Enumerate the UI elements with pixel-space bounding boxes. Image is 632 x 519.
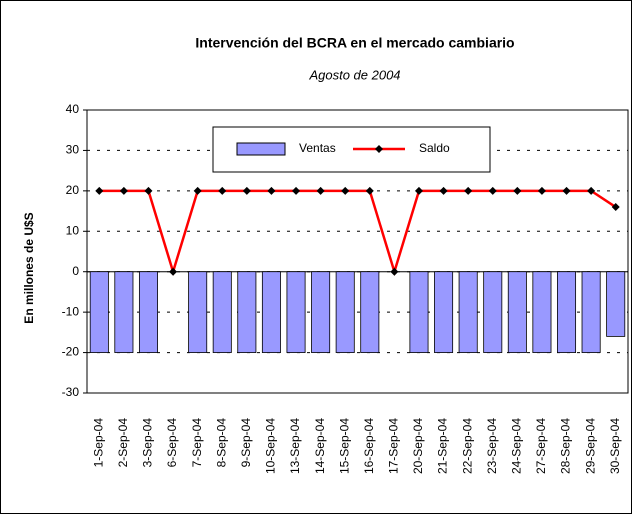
x-tick-label: 13-Sep-04 [288, 418, 302, 474]
marker [439, 186, 448, 195]
bar [507, 271, 527, 353]
x-tick-label: 30-Sep-04 [608, 418, 622, 474]
bar [532, 271, 552, 353]
y-tick-label: -10 [62, 304, 80, 318]
y-tick-label: 40 [66, 102, 80, 116]
bar [581, 271, 601, 353]
marker [292, 186, 301, 195]
y-tick-label: 30 [66, 143, 80, 157]
x-tick-label: 1-Sep-04 [91, 418, 105, 468]
y-tick-label: -30 [62, 385, 80, 399]
legend-label: Ventas [299, 141, 336, 155]
y-tick-label: -20 [62, 345, 80, 359]
x-tick-label: 3-Sep-04 [141, 418, 155, 468]
bar [409, 271, 429, 353]
x-tick-label: 17-Sep-04 [387, 418, 401, 474]
x-tick-label: 2-Sep-04 [116, 418, 130, 468]
marker [193, 186, 202, 195]
bar [261, 271, 281, 353]
bar [311, 271, 331, 353]
marker [464, 186, 473, 195]
x-tick-label: 7-Sep-04 [190, 418, 204, 468]
marker [218, 186, 227, 195]
legend-swatch [236, 142, 286, 156]
bar [335, 271, 355, 353]
marker [169, 267, 178, 276]
bar [212, 271, 232, 353]
chart-title: Intervención del BCRA en el mercado camb… [195, 35, 514, 51]
marker [341, 186, 350, 195]
bar [483, 271, 503, 353]
x-tick-label: 16-Sep-04 [362, 418, 376, 474]
bar [360, 271, 380, 353]
marker [537, 186, 546, 195]
x-tick-label: 28-Sep-04 [559, 418, 573, 474]
y-tick-label: 10 [66, 223, 80, 237]
x-tick-label: 27-Sep-04 [534, 418, 548, 474]
x-tick-label: 24-Sep-04 [510, 418, 524, 474]
marker [611, 203, 620, 212]
x-tick-label: 29-Sep-04 [583, 418, 597, 474]
y-axis-label: En millones de U$S [22, 212, 36, 323]
marker [144, 186, 153, 195]
line [99, 189, 617, 277]
bar [286, 271, 306, 353]
x-tick-label: 14-Sep-04 [313, 418, 327, 474]
y-tick-label: 0 [72, 264, 79, 278]
x-tick-label: 23-Sep-04 [485, 418, 499, 474]
marker [562, 186, 571, 195]
bar [557, 271, 577, 353]
marker [316, 186, 325, 195]
chart-subtitle: Agosto de 2004 [308, 67, 400, 82]
legend-label: Saldo [419, 141, 450, 155]
bar [89, 271, 109, 353]
marker [414, 186, 423, 195]
marker [119, 186, 128, 195]
x-tick-label: 10-Sep-04 [264, 418, 278, 474]
x-tick-label: 20-Sep-04 [411, 418, 425, 474]
x-tick-label: 22-Sep-04 [460, 418, 474, 474]
marker [390, 267, 399, 276]
marker [365, 186, 374, 195]
x-tick-label: 9-Sep-04 [239, 418, 253, 468]
marker [488, 186, 497, 195]
marker [587, 186, 596, 195]
x-tick-label: 6-Sep-04 [165, 418, 179, 468]
bar [237, 271, 257, 353]
x-tick-label: 8-Sep-04 [214, 418, 228, 468]
bar [138, 271, 158, 353]
bar [114, 271, 134, 353]
bar [434, 271, 454, 353]
bar [606, 271, 626, 337]
bar [188, 271, 208, 353]
marker [95, 186, 104, 195]
y-tick-label: 20 [66, 183, 80, 197]
marker [242, 186, 251, 195]
x-tick-label: 21-Sep-04 [436, 418, 450, 474]
bar [458, 271, 478, 353]
x-tick-label: 15-Sep-04 [337, 418, 351, 474]
marker [267, 186, 276, 195]
legend-marker [375, 145, 383, 153]
marker [513, 186, 522, 195]
